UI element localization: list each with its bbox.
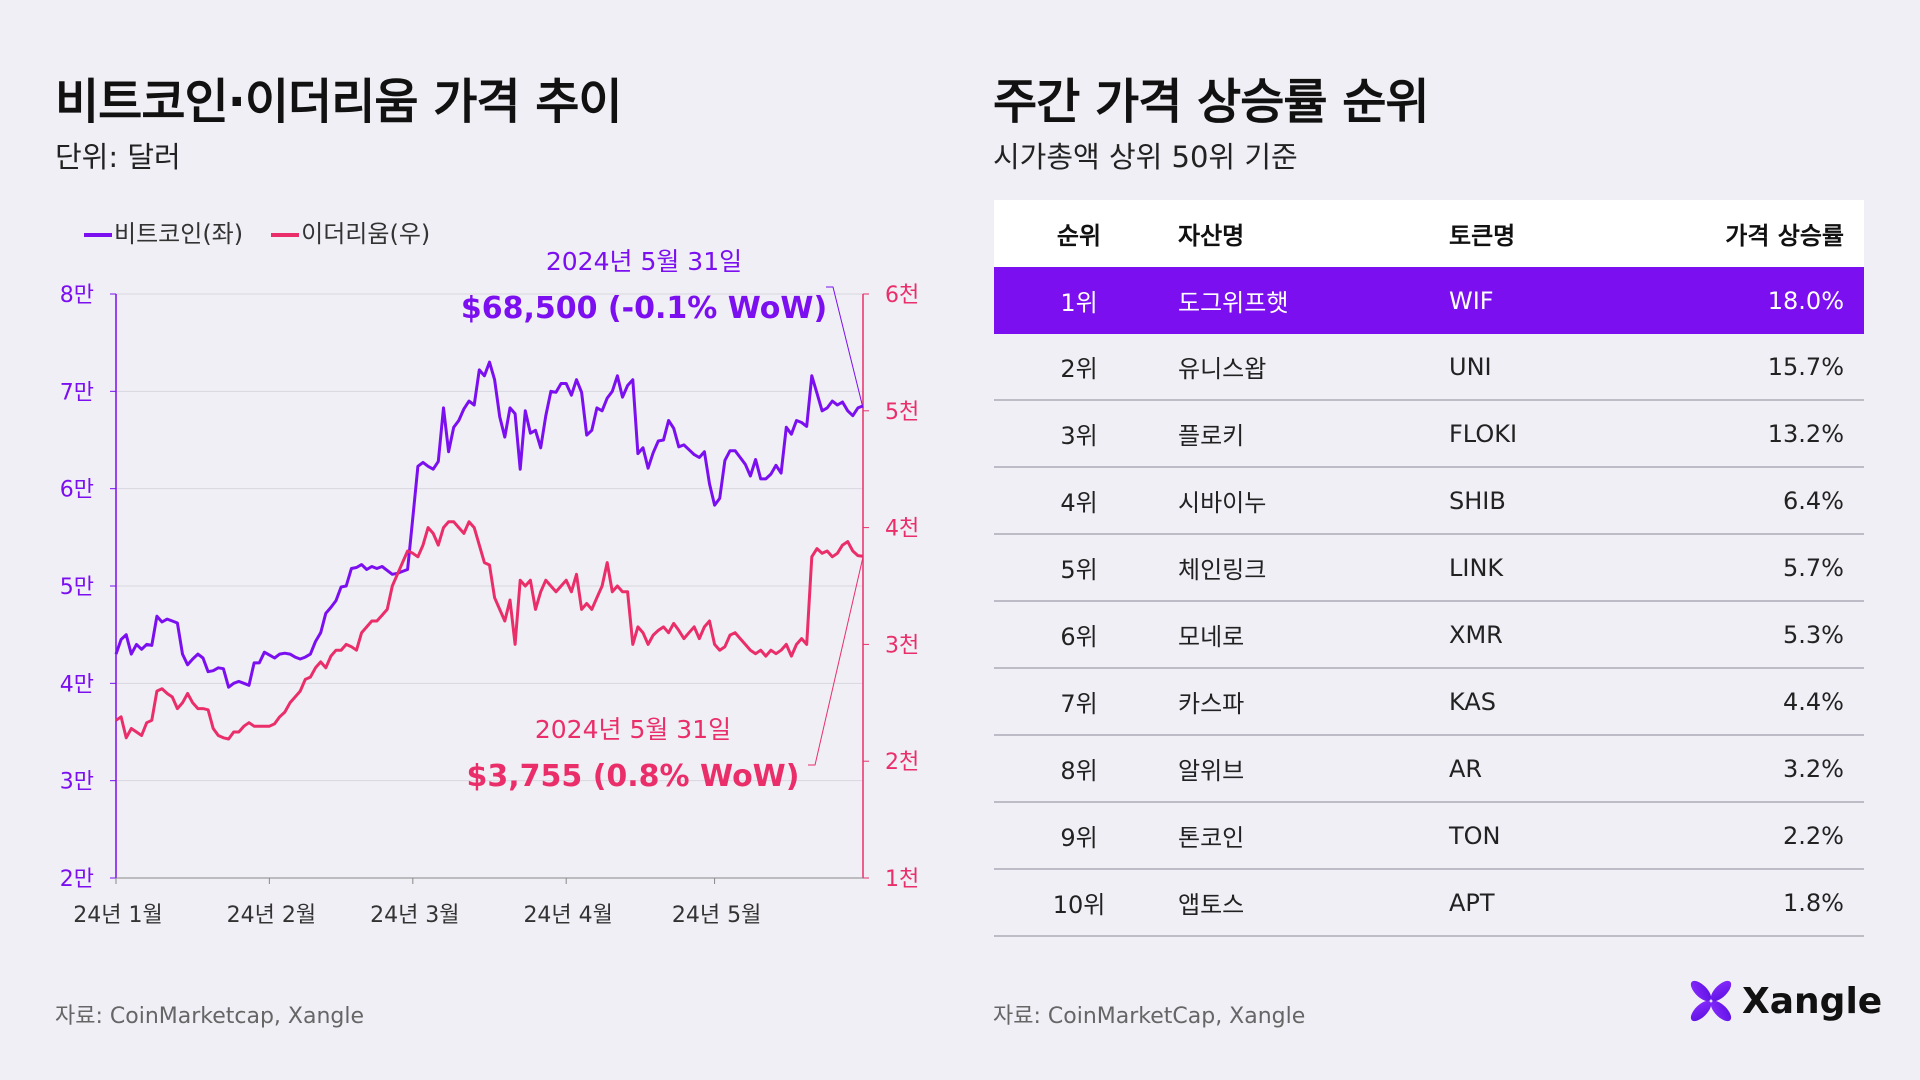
token-cell: TON — [1449, 821, 1501, 850]
right-tick-label: 2천 — [885, 750, 919, 775]
asset-cell: 체인링크 — [1178, 556, 1267, 584]
price-chart: 2만 3만 4만 5만 6만 7만 8만 1천 2천 3천 4천 5천 6천 24년 1월 24년 2월 24… — [60, 247, 920, 928]
x-tick-label: 24년 4월 — [523, 903, 612, 928]
token-cell: LINK — [1449, 553, 1504, 582]
asset-cell: 도그위프햇 — [1178, 289, 1289, 317]
btc-swatch — [84, 233, 112, 237]
change-cell: 2.2% — [1783, 821, 1844, 850]
asset-cell: 시바이누 — [1178, 489, 1267, 517]
rank-cell: 9위 — [1060, 824, 1098, 852]
asset-cell: 카스파 — [1178, 690, 1245, 718]
chart-subtitle: 단위: 달러 — [55, 140, 181, 174]
token-cell: UNI — [1449, 352, 1492, 381]
left-tick-label: 6만 — [60, 478, 94, 503]
asset-cell: 모네로 — [1178, 623, 1245, 651]
btc-annotation-value: $68,500 (-0.1% WoW) — [461, 291, 827, 326]
header-token: 토큰명 — [1449, 222, 1516, 250]
chart-source: 자료: CoinMarketcap, Xangle — [55, 1004, 365, 1029]
eth-annotation-date: 2024년 5월 31일 — [535, 715, 731, 744]
legend-item-eth: 이더리움(우) — [271, 214, 430, 249]
change-cell: 5.7% — [1783, 553, 1844, 582]
token-cell: FLOKI — [1449, 419, 1518, 448]
table-title: 주간 가격 상승률 순위 — [993, 74, 1430, 130]
table-row: 10위 앱토스 APT 1.8% — [994, 870, 1864, 937]
right-tick-label: 5천 — [885, 400, 919, 425]
rank-cell: 8위 — [1060, 757, 1098, 785]
x-tick-label: 24년 1월 — [73, 903, 162, 928]
change-cell: 3.2% — [1783, 754, 1844, 783]
left-tick-label: 3만 — [60, 770, 94, 795]
legend-item-btc: 비트코인(좌) — [84, 214, 243, 249]
left-tick-label: 2만 — [60, 867, 94, 892]
x-logo-icon — [1690, 980, 1732, 1022]
table-row: 7위 카스파 KAS 4.4% — [994, 669, 1864, 736]
right-tick-label: 4천 — [885, 517, 919, 542]
token-cell: XMR — [1449, 620, 1503, 649]
asset-cell: 앱토스 — [1178, 891, 1245, 919]
change-cell: 5.3% — [1783, 620, 1844, 649]
right-tick-label: 1천 — [885, 867, 919, 892]
right-tick-label: 3천 — [885, 633, 919, 658]
table-row: 8위 알위브 AR 3.2% — [994, 736, 1864, 803]
btc-annotation-date: 2024년 5월 31일 — [546, 247, 742, 276]
eth-series-line — [115, 520, 864, 741]
header-change: 가격 상승률 — [1725, 222, 1844, 250]
table-source: 자료: CoinMarketCap, Xangle — [993, 1004, 1306, 1029]
token-cell: WIF — [1449, 286, 1494, 315]
legend-label-btc: 비트코인(좌) — [114, 220, 244, 248]
rank-cell: 5위 — [1060, 556, 1098, 584]
rank-cell: 1위 — [1060, 289, 1098, 317]
btc-series-line — [114, 360, 864, 689]
eth-swatch — [271, 233, 300, 237]
rank-cell: 4위 — [1060, 489, 1098, 517]
right-tick-label: 6천 — [885, 283, 919, 308]
table-row: 5위 체인링크 LINK 5.7% — [994, 535, 1864, 602]
chart-title: 비트코인·이더리움 가격 추이 — [55, 74, 623, 130]
token-cell: KAS — [1449, 687, 1496, 716]
asset-cell: 톤코인 — [1178, 824, 1245, 852]
asset-cell: 알위브 — [1178, 757, 1245, 785]
token-cell: APT — [1449, 888, 1495, 917]
x-tick-label: 24년 5월 — [672, 903, 761, 928]
rank-cell: 2위 — [1060, 355, 1098, 383]
rank-cell: 10위 — [1052, 891, 1106, 919]
rank-cell: 3위 — [1060, 422, 1098, 450]
ranking-table: 순위 자산명 토큰명 가격 상승률 1위 도그위프햇 WIF 18.0% 2위 유니스왑 U… — [994, 200, 1864, 937]
legend: 비트코인(좌) 이더리움(우) — [84, 214, 430, 249]
left-tick-label: 8만 — [60, 283, 94, 308]
x-tick-label: 24년 3월 — [370, 903, 459, 928]
brand-name: Xangle — [1742, 980, 1883, 1022]
header-asset: 자산명 — [1178, 222, 1245, 250]
eth-leader-line — [808, 556, 864, 766]
table-header: 순위 자산명 토큰명 가격 상승률 — [994, 200, 1864, 267]
left-tick-label: 7만 — [60, 380, 94, 405]
token-cell: AR — [1449, 754, 1483, 783]
table-row: 3위 플로키 FLOKI 13.2% — [994, 401, 1864, 468]
change-cell: 13.2% — [1767, 419, 1844, 448]
header-rank: 순위 — [1056, 222, 1102, 250]
table-row: 2위 유니스왑 UNI 15.7% — [994, 334, 1864, 401]
table-row: 6위 모네로 XMR 5.3% — [994, 602, 1864, 669]
xangle-logo: Xangle — [1690, 980, 1882, 1022]
asset-cell: 플로키 — [1178, 422, 1245, 450]
rank-cell: 6위 — [1060, 623, 1098, 651]
eth-annotation-value: $3,755 (0.8% WoW) — [466, 759, 799, 794]
change-cell: 4.4% — [1783, 687, 1844, 716]
change-cell: 18.0% — [1767, 286, 1844, 315]
table-subtitle: 시가총액 상위 50위 기준 — [993, 140, 1298, 174]
change-cell: 15.7% — [1767, 352, 1844, 381]
asset-cell: 유니스왑 — [1178, 355, 1267, 383]
rank-cell: 7위 — [1060, 690, 1098, 718]
table-row: 1위 도그위프햇 WIF 18.0% — [994, 267, 1864, 334]
left-tick-label: 4만 — [60, 672, 94, 697]
btc-leader-line — [826, 286, 864, 409]
change-cell: 6.4% — [1783, 486, 1844, 515]
legend-label-eth: 이더리움(우) — [301, 220, 431, 248]
table-row: 9위 톤코인 TON 2.2% — [994, 803, 1864, 870]
token-cell: SHIB — [1449, 486, 1506, 515]
left-tick-label: 5만 — [60, 575, 94, 600]
change-cell: 1.8% — [1783, 888, 1844, 917]
x-tick-label: 24년 2월 — [227, 903, 316, 928]
table-row: 4위 시바이누 SHIB 6.4% — [994, 468, 1864, 535]
